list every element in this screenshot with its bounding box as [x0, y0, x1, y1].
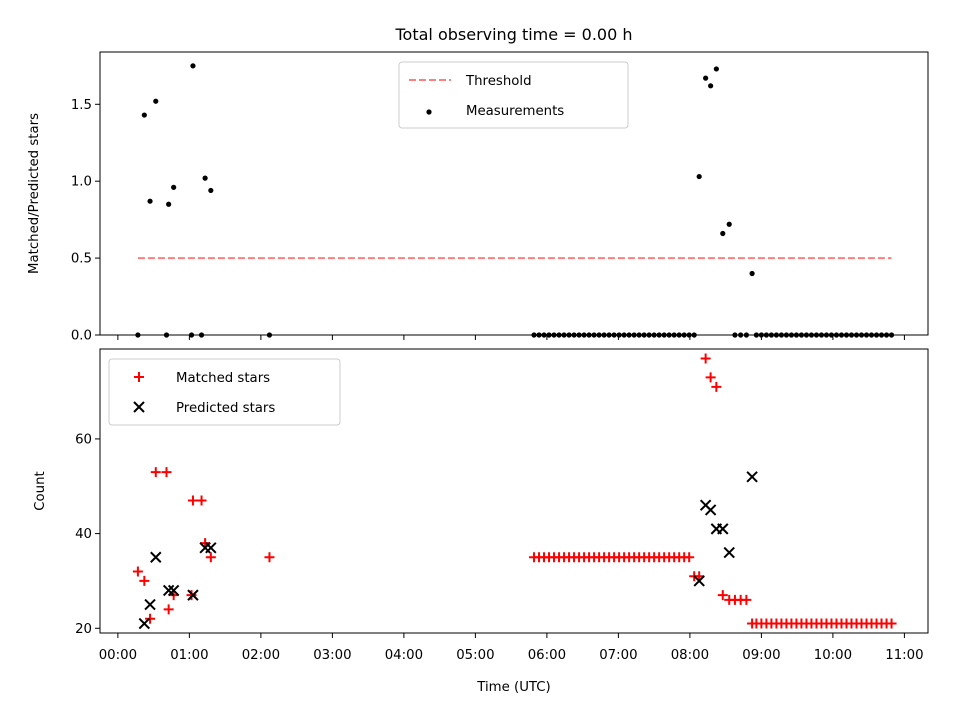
bottom-y-ticks: 20 40 60: [75, 432, 100, 637]
matched-stars-point: [741, 594, 752, 605]
bottom-y-axis-label: Count: [33, 471, 48, 511]
x-tick-label: 04:00: [385, 648, 423, 663]
matched-stars-point: [139, 575, 150, 586]
matched-stars-point: [264, 552, 275, 563]
x-tick-label: 07:00: [599, 648, 637, 663]
matched-stars-point: [196, 495, 207, 506]
chart-title: Total observing time = 0.00 h: [394, 25, 632, 44]
predicted-stars-point: [162, 584, 175, 597]
legend-label: Matched stars: [176, 371, 270, 386]
matched-stars-point: [186, 590, 197, 601]
x-tick-label: 01:00: [170, 648, 208, 663]
measurement-point: [726, 221, 732, 227]
x-axis-label: Time (UTC): [476, 680, 551, 695]
predicted-stars-point: [187, 589, 199, 601]
matched-stars-point: [150, 467, 161, 478]
matched-stars-point: [705, 372, 716, 383]
top-y-tick-label: 1.0: [71, 175, 92, 190]
x-tick-label: 11:00: [885, 648, 923, 663]
predicted-stars-point: [704, 504, 717, 516]
measurement-point: [713, 66, 719, 72]
matched-stars-point: [187, 495, 198, 506]
top-y-ticks: 0.0 0.5 1.0 1.5: [71, 98, 100, 344]
matched-stars-point: [717, 590, 728, 601]
measurement-point: [696, 173, 702, 180]
measurement-point: [749, 270, 755, 277]
measurement-point: [190, 63, 196, 69]
legend-label: Predicted stars: [176, 401, 275, 416]
matched-stars-point: [886, 618, 897, 629]
bottom-plot-marks: [132, 353, 897, 630]
bottom-x-ticks: 00:00 01:00 02:00 03:00 04:00 05:00 06:00 07:00…: [99, 633, 924, 663]
x-tick-label: 05:00: [456, 648, 494, 663]
matched-stars-point: [205, 552, 216, 563]
measurement-point: [171, 184, 177, 190]
top-axes-frame: [99, 51, 929, 336]
measurement-point: [141, 112, 147, 118]
legend-matched-swatch: [134, 372, 144, 382]
x-tick-label: 03:00: [313, 648, 351, 663]
legend-predicted-swatch: [133, 401, 145, 413]
measurement-point: [202, 175, 208, 181]
x-tick-label: 08:00: [671, 648, 709, 663]
x-tick-label: 02:00: [242, 648, 280, 663]
predicted-stars-point: [138, 617, 151, 630]
measurement-point: [147, 198, 153, 204]
legend-box: [398, 61, 629, 129]
matched-stars-point: [145, 613, 156, 624]
legend-label: Threshold: [465, 74, 532, 89]
matched-stars-point: [161, 467, 172, 478]
predicted-stars-point: [144, 598, 156, 611]
bottom-legend: Matched stars Predicted stars: [108, 358, 341, 426]
predicted-stars-point: [167, 584, 180, 597]
measurement-point: [703, 75, 709, 81]
matched-stars-point: [132, 566, 143, 577]
matched-stars-point: [700, 353, 711, 364]
predicted-stars-point: [693, 575, 705, 587]
measurement-point: [708, 83, 714, 89]
x-tick-label: 06:00: [528, 648, 566, 663]
bottom-y-tick-label: 60: [75, 432, 92, 447]
top-legend: Threshold Measurements: [398, 61, 629, 129]
predicted-stars-point: [723, 546, 735, 559]
bottom-y-tick-label: 40: [75, 527, 92, 542]
matched-stars-point: [684, 552, 695, 563]
top-y-tick-label: 0.0: [71, 329, 92, 344]
measurement-point: [166, 201, 172, 207]
matched-stars-point: [163, 604, 174, 615]
top-y-axis-label: Matched/Predicted stars: [27, 113, 42, 274]
legend-label: Measurements: [466, 104, 564, 119]
bottom-axes-frame: [99, 348, 929, 634]
matched-stars-point: [711, 381, 722, 392]
bottom-y-tick-label: 20: [75, 622, 92, 637]
legend-box: [108, 358, 341, 426]
measurement-point: [208, 187, 214, 194]
predicted-stars-point: [717, 523, 729, 535]
top-y-tick-label: 1.5: [71, 98, 92, 113]
legend-measurements-swatch: [426, 109, 432, 115]
predicted-stars-point: [205, 542, 217, 554]
x-tick-label: 00:00: [99, 648, 137, 663]
measurement-point: [720, 230, 726, 237]
top-panel: Total observing time = 0.00 h Matched/Pr…: [27, 25, 929, 344]
predicted-stars-point: [746, 471, 758, 483]
predicted-stars-point: [150, 551, 162, 563]
measurement-point: [153, 98, 159, 104]
x-tick-label: 09:00: [742, 648, 780, 663]
top-y-tick-label: 0.5: [71, 252, 92, 267]
x-tick-label: 10:00: [814, 648, 852, 663]
